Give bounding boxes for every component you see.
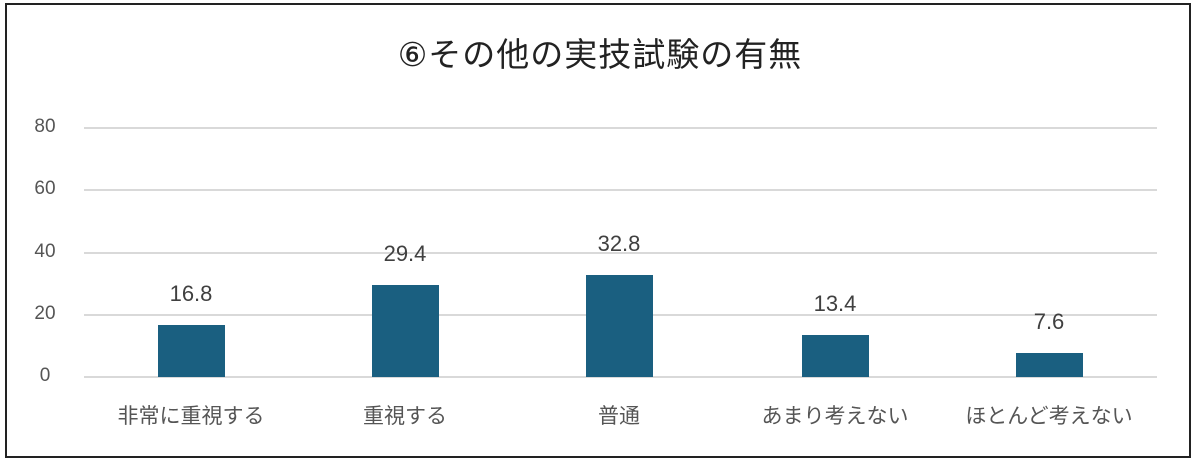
bar bbox=[1015, 353, 1083, 377]
bar bbox=[585, 274, 653, 377]
x-category-label: ほとんど考えない bbox=[965, 404, 1133, 428]
chart-frame bbox=[5, 3, 1191, 458]
x-category-label: 重視する bbox=[363, 404, 447, 428]
data-label: 16.8 bbox=[169, 280, 213, 306]
y-tick-label: 40 bbox=[34, 240, 56, 262]
y-tick-label: 20 bbox=[34, 302, 56, 324]
x-category-label: 非常に重視する bbox=[117, 404, 265, 428]
x-category-label: 普通 bbox=[598, 404, 640, 428]
chart-title: ⑥その他の実技試験の有無 bbox=[397, 35, 803, 74]
gridline bbox=[84, 189, 1157, 192]
data-label: 7.6 bbox=[1033, 309, 1065, 335]
data-label: 13.4 bbox=[813, 291, 857, 317]
x-category-label: あまり考えない bbox=[761, 404, 909, 428]
gridline bbox=[84, 251, 1157, 254]
data-label: 32.8 bbox=[597, 230, 641, 256]
bar bbox=[157, 324, 225, 377]
y-tick-label: 60 bbox=[34, 178, 56, 200]
y-tick-label: 80 bbox=[34, 116, 56, 137]
bar bbox=[801, 335, 869, 377]
gridline bbox=[84, 376, 1157, 378]
bar bbox=[371, 285, 439, 377]
gridline bbox=[84, 127, 1157, 129]
y-tick-label: 0 bbox=[39, 365, 51, 386]
data-label: 29.4 bbox=[383, 241, 427, 267]
